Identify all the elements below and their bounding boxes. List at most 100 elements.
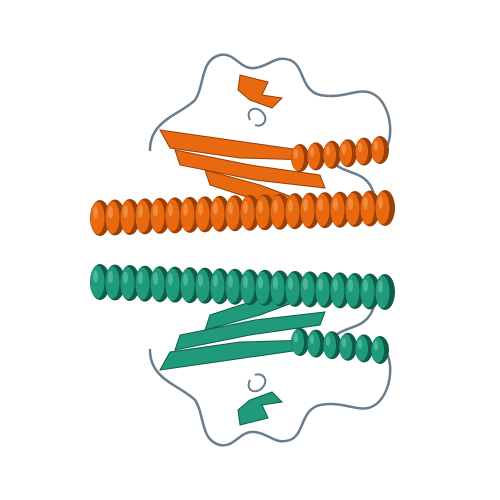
helix-turn-front	[323, 333, 336, 358]
helix-turn-highlight	[183, 273, 188, 286]
helix-turn-highlight	[138, 272, 143, 285]
helix-turn-front	[376, 192, 390, 224]
helix-turn-front	[181, 199, 195, 231]
helix-turn-highlight	[358, 339, 363, 349]
helix-turn-highlight	[258, 201, 263, 214]
helix-turn-front	[241, 197, 255, 229]
helix-turn-highlight	[168, 273, 173, 286]
helix-turn-front	[323, 142, 336, 167]
helix-turn-front	[339, 334, 352, 359]
helix-turn-highlight	[310, 335, 315, 345]
helix-turn-front	[307, 331, 320, 356]
helix-turn-highlight	[363, 280, 368, 293]
helix-turn-highlight	[374, 341, 379, 351]
helix-turn-highlight	[153, 272, 158, 285]
helix-turn-front	[361, 275, 375, 307]
helix-turn-front	[371, 337, 384, 362]
helix-turn-front	[346, 193, 360, 225]
helix-turn-highlight	[243, 201, 248, 214]
helix-turn-front	[91, 202, 105, 234]
helix-turn-highlight	[374, 141, 379, 151]
helix-turn-front	[371, 137, 384, 162]
helix-turn-front	[331, 193, 345, 225]
helix-turn-highlight	[198, 203, 203, 216]
helix-turn-highlight	[378, 196, 383, 209]
helix-turn-front	[256, 196, 270, 228]
helix-turn-highlight	[93, 270, 98, 283]
helix-turn-front	[355, 336, 368, 361]
helix-turn-highlight	[288, 277, 293, 290]
helix-turn-highlight	[123, 271, 128, 284]
helix-turn-front	[307, 144, 320, 169]
helix-turn-highlight	[294, 149, 299, 159]
helix-turn-front	[211, 270, 225, 302]
helix-turn-highlight	[93, 206, 98, 219]
helix-turn-highlight	[348, 197, 353, 210]
helix-turn-front	[256, 272, 270, 304]
helix-turn-highlight	[318, 278, 323, 291]
helix-turn-highlight	[348, 279, 353, 292]
helix-turn-highlight	[228, 275, 233, 288]
helix-turn-front	[241, 271, 255, 303]
helix-turn-front	[271, 272, 285, 304]
helix-turn-front	[166, 199, 180, 231]
helix-turn-front	[151, 268, 165, 300]
helix-turn-front	[316, 274, 330, 306]
helix-turn-highlight	[363, 197, 368, 210]
helix-turn-front	[136, 267, 150, 299]
helix-turn-highlight	[310, 147, 315, 157]
helix-turn-front	[226, 197, 240, 229]
helix-turn-highlight	[333, 279, 338, 292]
helix-turn-front	[106, 201, 120, 233]
helix-turn-highlight	[294, 333, 299, 343]
helix-turn-highlight	[303, 199, 308, 212]
helix-turn-highlight	[326, 336, 331, 346]
helix-turn-highlight	[288, 199, 293, 212]
helix-turn-front	[346, 275, 360, 307]
helix-turn-front	[301, 194, 315, 226]
helix-turn-highlight	[358, 143, 363, 153]
helix-turn-highlight	[213, 275, 218, 288]
helix-turn-highlight	[333, 198, 338, 211]
helix-turn-highlight	[258, 276, 263, 289]
helix-turn-front	[211, 198, 225, 230]
helix-turn-highlight	[153, 204, 158, 217]
helix-turn-front	[151, 200, 165, 232]
helix-turn-highlight	[243, 276, 248, 289]
helix-turn-highlight	[342, 338, 347, 348]
helix-turn-front	[121, 267, 135, 299]
helix-turn-front	[355, 139, 368, 164]
helix-turn-front	[196, 198, 210, 230]
helix-turn-highlight	[168, 204, 173, 217]
helix-turn-front	[291, 145, 304, 170]
helix-turn-front	[106, 266, 120, 298]
helix-turn-highlight	[108, 271, 113, 284]
helix-turn-front	[361, 192, 375, 224]
helix-turn-highlight	[198, 274, 203, 287]
helix-turn-highlight	[138, 205, 143, 218]
helix-turn-highlight	[108, 206, 113, 219]
helix-turn-front	[166, 268, 180, 300]
helix-turn-front	[136, 200, 150, 232]
helix-turn-front	[226, 271, 240, 303]
helix-turn-front	[376, 276, 390, 308]
helix-turn-highlight	[378, 280, 383, 293]
helix-turn-front	[286, 195, 300, 227]
helix-turn-highlight	[273, 200, 278, 213]
helix-turn-front	[181, 269, 195, 301]
helix-turn-front	[271, 195, 285, 227]
helix-turn-highlight	[183, 203, 188, 216]
helix-turn-highlight	[326, 146, 331, 156]
helix-turn-highlight	[123, 205, 128, 218]
helix-turn-front	[91, 266, 105, 298]
helix-turn-front	[316, 194, 330, 226]
helix-turn-front	[121, 201, 135, 233]
helix-turn-front	[301, 273, 315, 305]
helix-turn-highlight	[342, 144, 347, 154]
helix-turn-highlight	[228, 202, 233, 215]
helix-turn-highlight	[273, 277, 278, 290]
helix-turn-front	[286, 273, 300, 305]
